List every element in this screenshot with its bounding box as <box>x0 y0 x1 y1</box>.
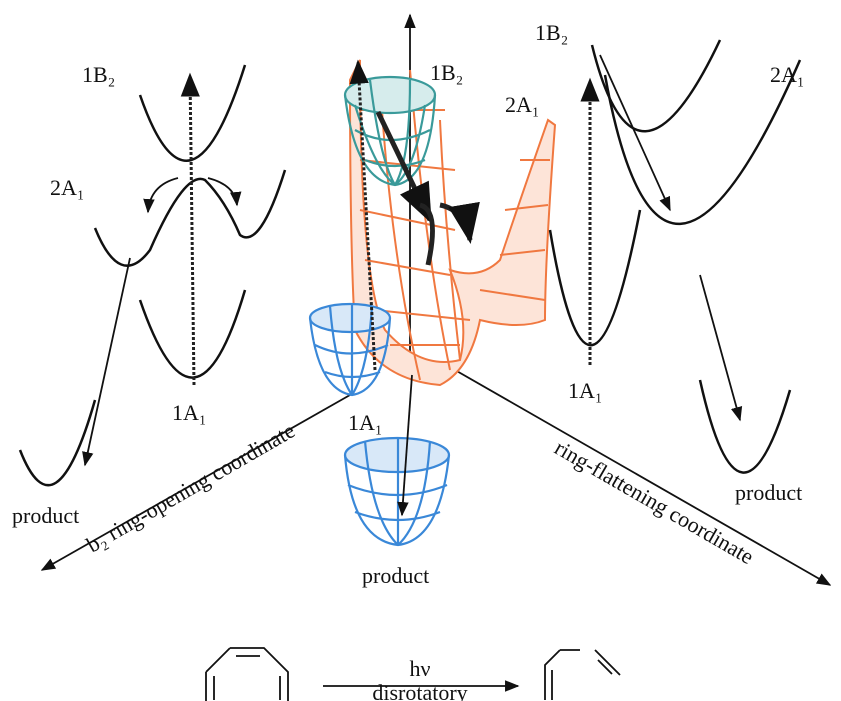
reaction-condition: hν <box>410 656 431 681</box>
curve-1a1 <box>550 210 640 345</box>
product-label: product <box>735 480 802 505</box>
reaction-scheme: hν disrotatory <box>206 648 620 701</box>
axis-label: b₂ ring-opening coordinate <box>82 418 299 558</box>
state-label: 2A₁ <box>770 62 805 87</box>
decay-arrow <box>85 258 130 465</box>
center-panel: 1B₂ 2A₁ 1A₁ product b₂ ring-opening coor… <box>42 15 830 588</box>
axis-label: ring-flattening coordinate <box>551 435 759 569</box>
state-label: 1B₂ <box>82 62 115 87</box>
axis-arrow <box>455 370 830 585</box>
octatetraene <box>545 650 620 700</box>
reaction-condition: disrotatory <box>372 680 467 701</box>
state-label: 2A₁ <box>50 175 85 200</box>
surface-1a1 <box>310 304 390 332</box>
state-label: 1A₁ <box>348 410 383 435</box>
excitation-arrow <box>190 75 194 385</box>
curve-product <box>700 380 790 473</box>
right-panel: 1B₂ 2A₁ 1A₁ product <box>535 20 805 505</box>
curve-product <box>20 400 95 485</box>
product-label: product <box>12 503 79 528</box>
state-label: 1B₂ <box>535 20 568 45</box>
branch-arrow <box>148 178 178 212</box>
state-label: 1B₂ <box>430 60 463 85</box>
curve-1b2 <box>140 65 245 161</box>
decay-arrow <box>700 275 740 420</box>
state-label: 1A₁ <box>568 378 603 403</box>
relaxation-arrow <box>600 55 670 210</box>
state-label: 2A₁ <box>505 92 540 117</box>
product-label: product <box>362 563 429 588</box>
state-label: 1A₁ <box>172 400 207 425</box>
double-bonds <box>214 656 280 700</box>
diagram: 1B₂ 2A₁ 1A₁ product 1B₂ 2A₁ 1A₁ product … <box>0 0 841 701</box>
curve-1b2 <box>592 40 720 131</box>
